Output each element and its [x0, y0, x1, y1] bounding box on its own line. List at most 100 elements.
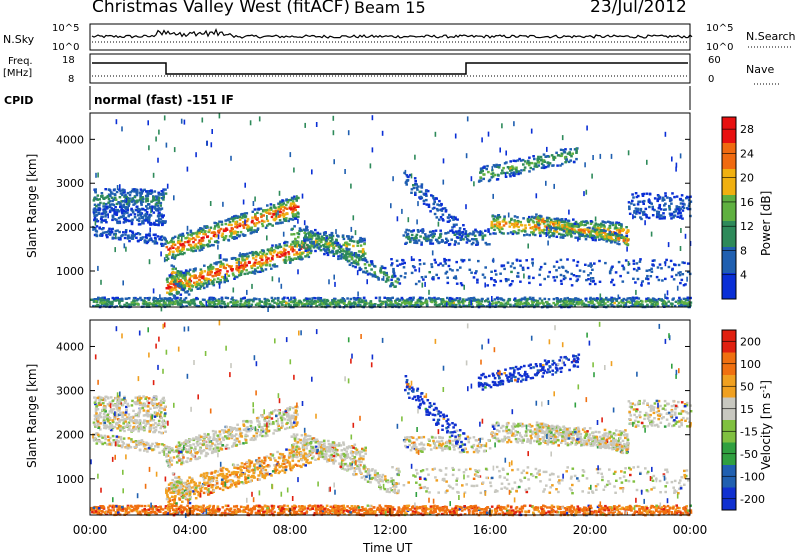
radar-echo [326, 253, 330, 257]
radar-echo [113, 188, 116, 191]
radar-echo [537, 157, 541, 160]
radar-echo [454, 217, 457, 221]
radar-echo [159, 294, 161, 300]
radar-echo [339, 300, 343, 303]
radar-echo [115, 296, 118, 300]
radar-echo [171, 256, 174, 259]
radar-echo [224, 235, 228, 238]
radar-echo [573, 228, 576, 231]
radar-echo [289, 257, 293, 261]
radar-echo [573, 148, 577, 151]
radar-echo [412, 237, 416, 240]
radar-echo [664, 304, 668, 307]
radar-echo [496, 164, 500, 167]
radar-echo [425, 203, 429, 206]
radar-echo [638, 211, 641, 215]
radar-echo [430, 234, 433, 237]
radar-echo [164, 220, 167, 223]
radar-echo [401, 298, 404, 301]
radar-echo [288, 207, 292, 210]
radar-echo [578, 269, 582, 272]
radar-echo [646, 159, 648, 165]
radar-echo [200, 237, 204, 240]
radar-echo [210, 231, 214, 234]
radar-echo [109, 191, 113, 194]
radar-echo [458, 236, 461, 239]
radar-echo [325, 245, 328, 249]
radar-echo [635, 302, 638, 306]
radar-echo [138, 191, 142, 194]
radar-echo [130, 221, 134, 224]
radar-echo [141, 220, 144, 223]
radar-echo [680, 278, 684, 282]
radar-echo [297, 255, 300, 259]
radar-echo [645, 216, 648, 219]
radar-echo [489, 232, 492, 236]
radar-echo [242, 221, 245, 224]
radar-echo [230, 257, 234, 260]
radar-echo [219, 263, 223, 267]
radar-echo [371, 263, 374, 266]
radar-echo [313, 234, 317, 237]
radar-echo [584, 263, 587, 266]
radar-echo [403, 171, 406, 175]
radar-echo [570, 224, 574, 227]
radar-echo [409, 296, 413, 300]
radar-echo [610, 304, 614, 307]
radar-echo [122, 221, 126, 224]
radar-echo [391, 283, 395, 287]
radar-echo [614, 271, 618, 274]
radar-echo [443, 304, 446, 307]
radar-echo [435, 207, 439, 211]
radar-echo [309, 247, 312, 250]
radar-echo [445, 241, 448, 244]
radar-echo [98, 226, 101, 229]
radar-echo [306, 253, 309, 256]
radar-echo [331, 238, 334, 241]
radar-echo [186, 240, 190, 244]
radar-echo [349, 297, 353, 301]
radar-echo [564, 269, 568, 273]
radar-echo [550, 218, 553, 221]
radar-echo [163, 237, 166, 240]
radar-echo [613, 301, 616, 305]
radar-echo [498, 215, 502, 219]
radar-echo [241, 215, 245, 218]
radar-echo [381, 300, 384, 304]
radar-echo [594, 239, 597, 242]
radar-echo [608, 230, 612, 234]
radar-echo [642, 202, 645, 205]
radar-echo [292, 203, 296, 206]
radar-echo [346, 242, 349, 245]
radar-echo [214, 299, 218, 302]
radar-echo [105, 234, 108, 237]
radar-echo [251, 216, 254, 219]
radar-echo [155, 223, 158, 226]
radar-echo [621, 264, 624, 267]
radar-echo [198, 239, 201, 242]
radar-echo [258, 116, 261, 122]
radar-echo [425, 190, 428, 193]
radar-echo [102, 208, 105, 211]
radar-echo [123, 236, 127, 240]
radar-echo [678, 210, 681, 213]
radar-echo [172, 246, 175, 249]
radar-echo [452, 276, 456, 279]
radar-echo [438, 218, 441, 221]
radar-echo [166, 257, 170, 260]
radar-echo [116, 221, 119, 225]
radar-echo [492, 232, 495, 235]
radar-echo [187, 248, 190, 251]
radar-echo [275, 253, 279, 257]
radar-echo [433, 198, 436, 201]
radar-echo [190, 284, 194, 287]
radar-echo [204, 233, 207, 236]
radar-echo [543, 297, 547, 301]
radar-echo [622, 239, 626, 242]
radar-echo [198, 232, 201, 235]
radar-echo [281, 221, 284, 224]
radar-echo [618, 230, 621, 234]
radar-echo [679, 281, 682, 285]
radar-echo [166, 291, 169, 294]
radar-echo [155, 197, 158, 200]
